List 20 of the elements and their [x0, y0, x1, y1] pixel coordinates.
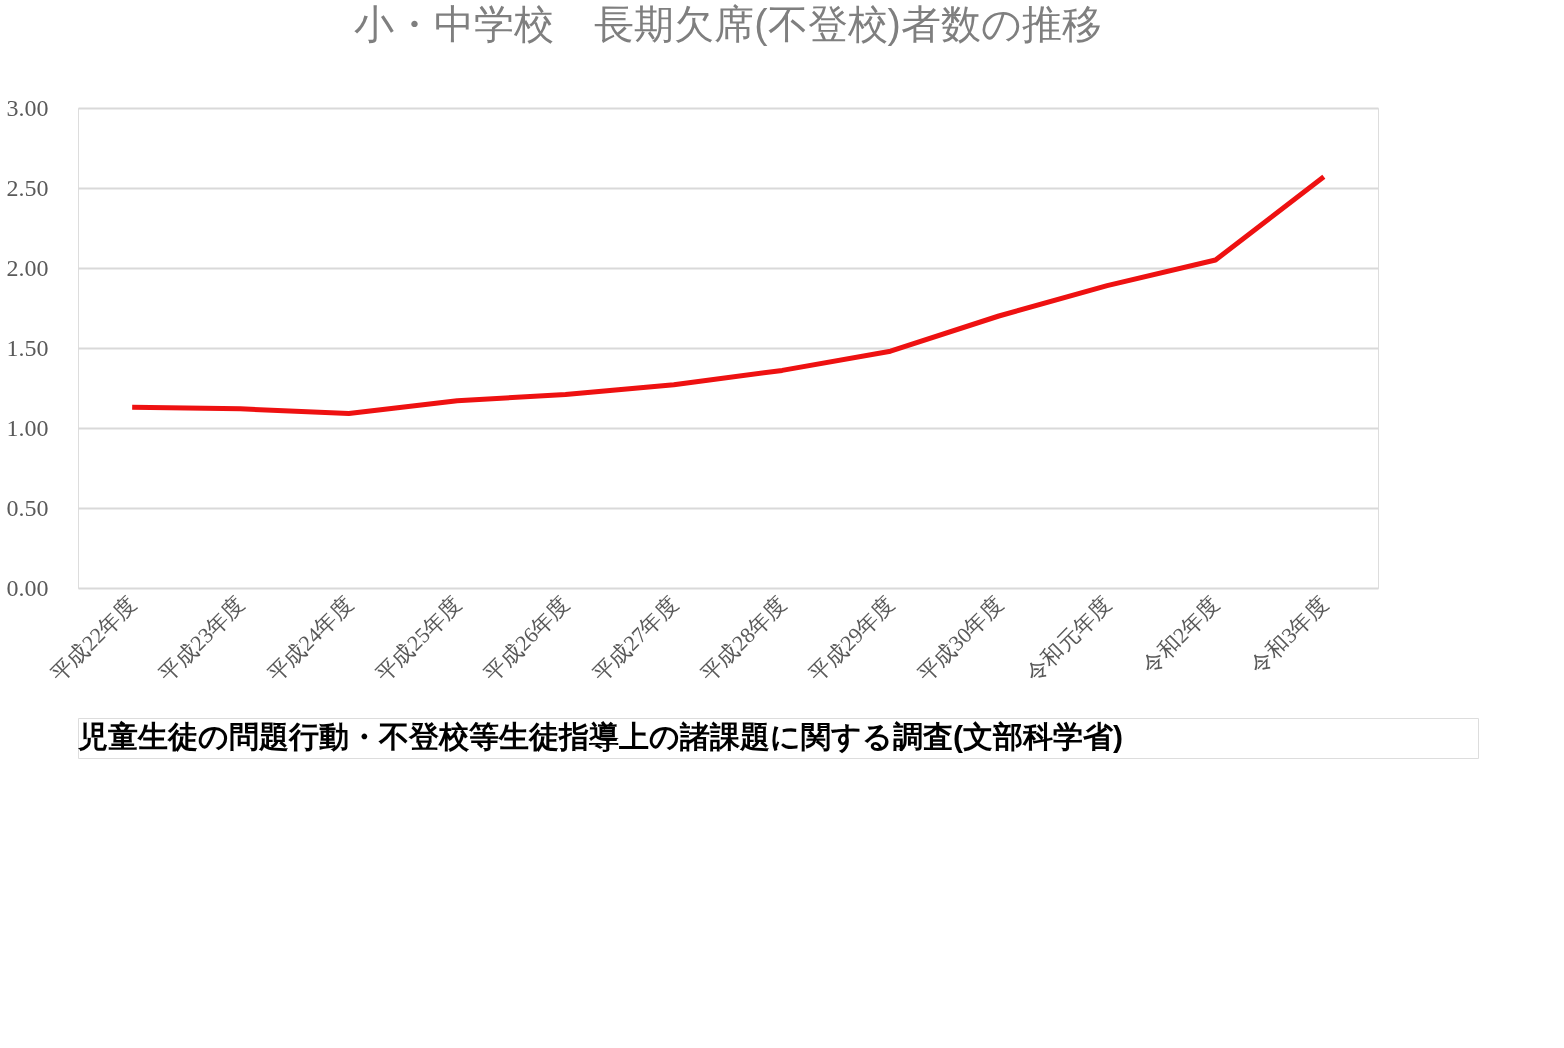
y-tick-label: 1.50	[6, 334, 49, 361]
y-tick-label: 0.50	[6, 494, 49, 521]
x-tick-label: 平成24年度	[262, 591, 358, 687]
x-tick-label: 平成28年度	[695, 591, 792, 687]
x-tick-label: 令和2年度	[1136, 591, 1225, 679]
x-tick-label: 平成25年度	[370, 591, 467, 687]
x-tick-label: 令和3年度	[1245, 591, 1333, 679]
x-tick-label: 平成23年度	[154, 591, 250, 687]
x-tick-label: 令和元年度	[1020, 591, 1117, 687]
y-tick-label: 0.00	[6, 574, 49, 601]
x-tick-label: 平成27年度	[587, 591, 683, 687]
y-tick-label: 1.00	[6, 414, 49, 441]
text: 児童生徒の問題行動・不登校等生徒指導上の諸課題に関する調査(文部科学省)	[77, 720, 1123, 754]
y-tick-label: 3.00	[6, 94, 49, 121]
x-tick-label: 平成26年度	[479, 591, 575, 687]
y-tick-label: 2.50	[6, 174, 49, 201]
x-tick-label: 平成29年度	[804, 591, 900, 687]
y-tick-label: 2.00	[6, 254, 49, 281]
x-tick-label: 平成30年度	[912, 591, 1008, 687]
chart-title: 小・中学校 長期欠席(不登校)者数の推移	[354, 2, 1102, 46]
